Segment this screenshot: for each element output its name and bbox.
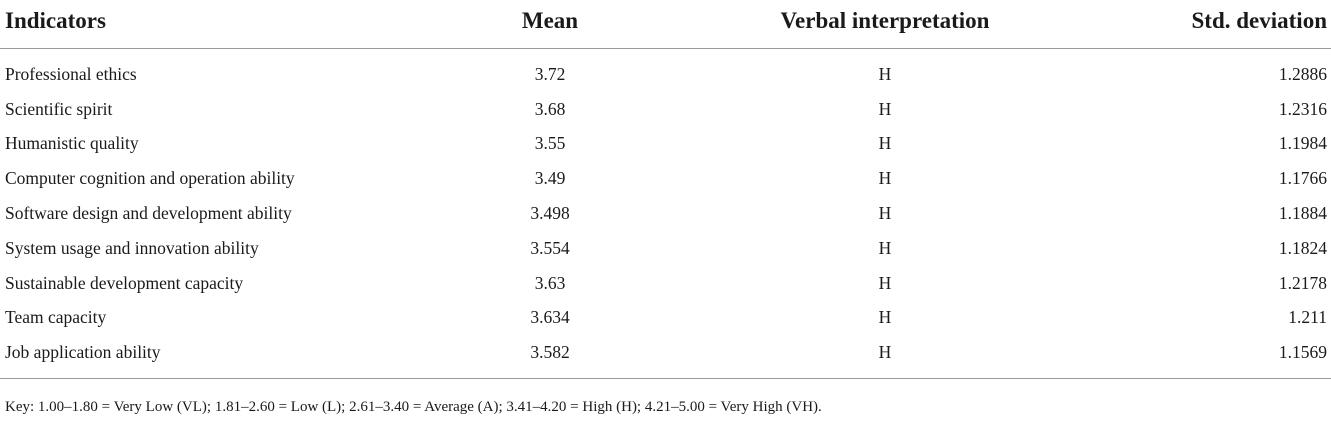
cell-mean: 3.49 [534,168,566,189]
cell-interpretation: H [878,237,892,258]
cell-mean: 3.55 [534,133,566,154]
cell-std-deviation: 1.2178 [1278,272,1327,293]
cell-interpretation: H [878,272,892,293]
cell-mean: 3.634 [530,307,570,328]
table-row: Humanistic quality 3.55 H 1.1984 [0,127,1331,162]
cell-indicator: Professional ethics [5,63,137,84]
cell-indicator: Sustainable development capacity [5,272,244,293]
cell-indicator: Software design and development ability [5,203,292,224]
table-row: Professional ethics 3.72 H 1.2886 [0,49,1331,92]
cell-mean: 3.582 [425,335,675,380]
table-row: Computer cognition and operation ability… [0,161,1331,196]
table-row: Team capacity 3.634 H 1.211 [0,301,1331,336]
header-verbal-interpretation: Verbal interpretation [675,0,1095,49]
cell-interpretation: H [878,307,892,328]
cell-std-deviation: 1.1569 [1095,335,1331,380]
cell-interpretation: H [878,203,892,224]
cell-indicator: Team capacity [5,307,107,328]
cell-mean: 3.68 [534,98,566,119]
table-row: System usage and innovation ability 3.55… [0,231,1331,266]
cell-std-deviation: 1.2316 [1278,98,1327,119]
header-row: Indicators Mean Verbal interpretation St… [0,0,1331,49]
table-row: Scientific spirit 3.68 H 1.2316 [0,92,1331,127]
cell-interpretation: H [878,98,892,119]
header-std-deviation: Std. deviation [1095,0,1331,49]
header-indicators: Indicators [0,0,425,49]
cell-interpretation: H [878,168,892,189]
cell-interpretation: H [878,133,892,154]
cell-indicator: System usage and innovation ability [5,237,259,258]
indicators-table: Indicators Mean Verbal interpretation St… [0,0,1331,380]
cell-std-deviation: 1.1766 [1278,168,1327,189]
cell-mean: 3.72 [534,63,566,84]
cell-std-deviation: 1.1984 [1278,133,1327,154]
cell-indicator: Computer cognition and operation ability [5,168,295,189]
cell-mean: 3.63 [534,272,566,293]
cell-mean: 3.554 [530,237,570,258]
cell-indicator: Job application ability [0,335,425,380]
cell-std-deviation: 1.1884 [1278,203,1327,224]
cell-std-deviation: 1.2886 [1278,63,1327,84]
cell-mean: 3.498 [530,203,570,224]
cell-interpretation: H [878,63,892,84]
table-row: Sustainable development capacity 3.63 H … [0,266,1331,301]
cell-indicator: Humanistic quality [5,133,139,154]
table-footnote: Key: 1.00–1.80 = Very Low (VL); 1.81–2.6… [5,399,822,415]
cell-interpretation: H [675,335,1095,380]
cell-std-deviation: 1.211 [1288,307,1327,328]
table-row: Job application ability 3.582 H 1.1569 [0,335,1331,380]
table-row: Software design and development ability … [0,196,1331,231]
header-mean: Mean [425,0,675,49]
cell-std-deviation: 1.1824 [1278,237,1327,258]
cell-indicator: Scientific spirit [5,98,113,119]
